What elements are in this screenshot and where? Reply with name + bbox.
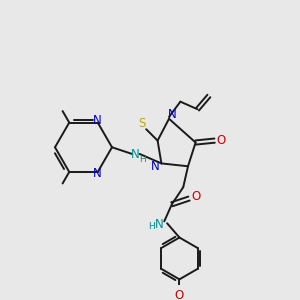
Text: O: O xyxy=(175,289,184,300)
Text: N: N xyxy=(92,167,101,180)
Text: N: N xyxy=(155,218,164,231)
Text: S: S xyxy=(138,117,145,130)
Text: N: N xyxy=(167,109,176,122)
Text: O: O xyxy=(191,190,200,203)
Text: N: N xyxy=(150,160,159,173)
Text: H: H xyxy=(148,222,155,231)
Text: N: N xyxy=(92,114,101,127)
Text: N: N xyxy=(131,148,140,161)
Text: H: H xyxy=(139,155,146,164)
Text: O: O xyxy=(217,134,226,147)
